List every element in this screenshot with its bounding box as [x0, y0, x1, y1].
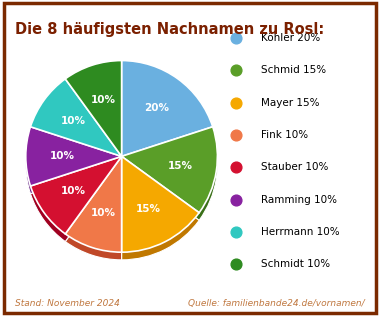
Text: Quelle: familienbande24.de/vornamen/: Quelle: familienbande24.de/vornamen/ [188, 299, 365, 308]
Wedge shape [30, 156, 122, 234]
Wedge shape [122, 156, 199, 252]
Wedge shape [65, 164, 122, 260]
Wedge shape [30, 87, 122, 164]
Wedge shape [122, 68, 213, 164]
Text: Schmid 15%: Schmid 15% [261, 65, 326, 75]
Text: 10%: 10% [61, 117, 86, 126]
Text: Schmidt 10%: Schmidt 10% [261, 259, 331, 270]
Wedge shape [30, 164, 122, 241]
Text: Herrmann 10%: Herrmann 10% [261, 227, 340, 237]
Wedge shape [30, 79, 122, 156]
Text: Die 8 häufigsten Nachnamen zu Rosl:: Die 8 häufigsten Nachnamen zu Rosl: [15, 22, 325, 37]
Text: 20%: 20% [144, 103, 169, 113]
Wedge shape [122, 134, 217, 220]
Wedge shape [65, 61, 122, 156]
Text: Mayer 15%: Mayer 15% [261, 98, 320, 108]
Text: 10%: 10% [91, 95, 116, 105]
Text: Ramming 10%: Ramming 10% [261, 195, 337, 205]
Wedge shape [65, 156, 122, 252]
Text: Stand: November 2024: Stand: November 2024 [15, 299, 120, 308]
Wedge shape [122, 127, 217, 213]
Wedge shape [26, 127, 122, 186]
Wedge shape [122, 61, 213, 156]
Text: 15%: 15% [168, 161, 193, 171]
Text: Stauber 10%: Stauber 10% [261, 162, 329, 172]
Text: 10%: 10% [61, 186, 86, 196]
Wedge shape [26, 134, 122, 194]
Text: Köhler 20%: Köhler 20% [261, 33, 321, 43]
Wedge shape [122, 164, 199, 260]
Text: 15%: 15% [136, 204, 161, 214]
Wedge shape [65, 68, 122, 164]
Text: Fink 10%: Fink 10% [261, 130, 309, 140]
Text: 10%: 10% [91, 208, 116, 218]
Text: 10%: 10% [50, 151, 75, 161]
